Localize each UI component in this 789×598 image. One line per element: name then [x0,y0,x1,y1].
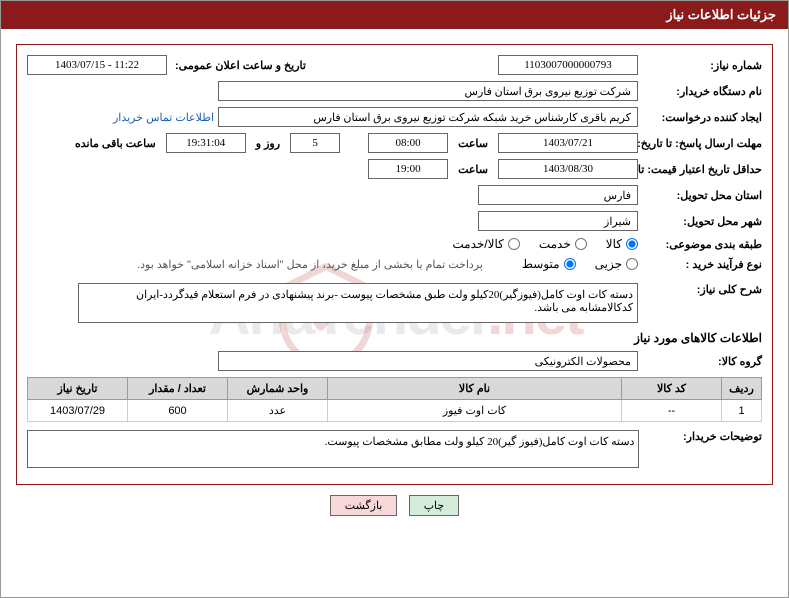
th-code: کد کالا [622,378,722,400]
buyer-org-label: نام دستگاه خریدار: [642,85,762,98]
th-name: نام کالا [328,378,622,400]
goods-group-field[interactable] [218,351,638,371]
panel-header: جزئیات اطلاعات نیاز [1,1,788,29]
buyer-org-field[interactable] [218,81,638,101]
cell-unit: عدد [228,400,328,422]
time-remaining-field [166,133,246,153]
back-button[interactable]: بازگشت [330,495,398,516]
remaining-label: ساعت باقی مانده [69,137,162,150]
cell-code: -- [622,400,722,422]
panel-title: جزئیات اطلاعات نیاز [666,7,776,22]
buyer-notes-label: توضیحات خریدار: [643,430,762,443]
cell-name: کات اوت فیوز [328,400,622,422]
cell-num: 1 [722,400,762,422]
contact-buyer-link[interactable]: اطلاعات تماس خریدار [113,111,214,124]
cell-date: 1403/07/29 [28,400,128,422]
cell-qty: 600 [128,400,228,422]
need-number-label: شماره نیاز: [642,59,762,72]
deadline-label: مهلت ارسال پاسخ: تا تاریخ: [642,137,762,150]
time-label-2: ساعت [452,163,494,176]
radio-service-input[interactable] [575,238,587,250]
radio-goods-service[interactable]: کالا/خدمت [452,237,519,251]
delivery-city-field[interactable] [478,211,638,231]
delivery-city-label: شهر محل تحویل: [642,215,762,228]
radio-goods-service-input[interactable] [508,238,520,250]
validity-date-field[interactable] [498,159,638,179]
time-label-1: ساعت [452,137,494,150]
th-row: ردیف [722,378,762,400]
deadline-time-field[interactable] [368,133,448,153]
need-number-field[interactable] [498,55,638,75]
announce-date-label: تاریخ و ساعت اعلان عمومی: [171,59,306,72]
category-label: طبقه بندی موضوعی: [642,238,762,251]
days-remaining-field [290,133,340,153]
goods-info-title: اطلاعات کالاهای مورد نیاز [27,331,762,345]
th-unit: واحد شمارش [228,378,328,400]
requester-field[interactable] [218,107,638,127]
requester-label: ایجاد کننده درخواست: [642,111,762,124]
validity-time-field[interactable] [368,159,448,179]
radio-medium[interactable]: متوسط [522,257,576,271]
radio-partial[interactable]: جزیی [595,257,638,271]
radio-service[interactable]: خدمت [539,237,587,251]
radio-goods-input[interactable] [626,238,638,250]
delivery-province-field[interactable] [478,185,638,205]
delivery-province-label: استان محل تحویل: [642,189,762,202]
print-button[interactable]: چاپ [409,495,460,516]
table-row[interactable]: 1 -- کات اوت فیوز عدد 600 1403/07/29 [28,400,762,422]
days-and-label: روز و [250,137,286,150]
goods-group-label: گروه کالا: [642,355,762,368]
radio-goods[interactable]: کالا [606,237,638,251]
need-desc-label: شرح کلی نیاز: [642,283,762,296]
payment-note: پرداخت تمام یا بخشی از مبلغ خرید، از محل… [137,258,483,271]
th-qty: تعداد / مقدار [128,378,228,400]
goods-table: ردیف کد کالا نام کالا واحد شمارش تعداد /… [27,377,762,422]
deadline-date-field[interactable] [498,133,638,153]
validity-label: حداقل تاریخ اعتبار قیمت: تا تاریخ: [642,163,762,176]
radio-medium-input[interactable] [564,258,576,270]
announce-date-field[interactable] [27,55,167,75]
th-date: تاریخ نیاز [28,378,128,400]
buyer-notes-field[interactable] [27,430,639,468]
need-desc-field[interactable] [78,283,638,323]
radio-partial-input[interactable] [626,258,638,270]
process-type-label: نوع فرآیند خرید : [642,258,762,271]
